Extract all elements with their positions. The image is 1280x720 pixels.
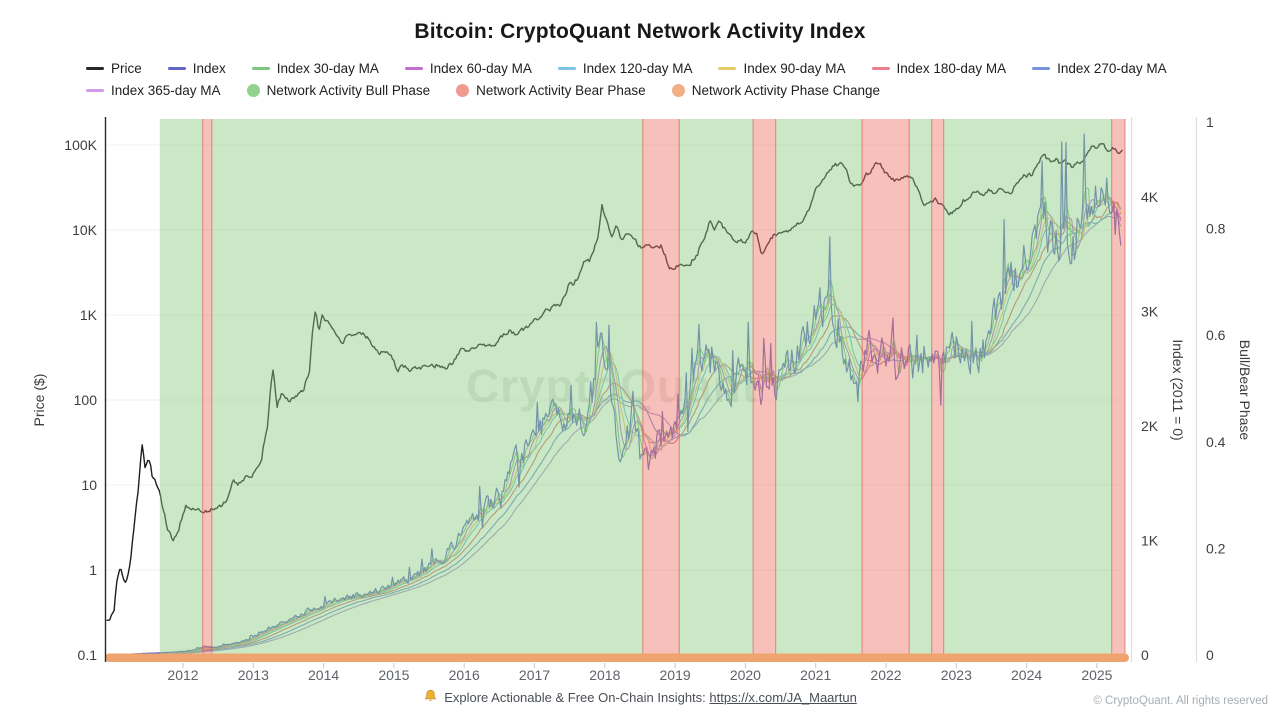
legend-line-swatch — [167, 67, 186, 70]
year-tick-label: 2016 — [449, 667, 480, 683]
index-tick-label: 4K — [1141, 189, 1159, 205]
legend-item-index-120-day-ma[interactable]: Index 120-day MA — [557, 61, 693, 76]
bull-phase-band — [679, 119, 754, 655]
price-tick-label: 10 — [81, 477, 97, 493]
price-tick-label: 100K — [64, 137, 97, 153]
bell-icon — [423, 689, 438, 707]
legend-line-swatch — [1032, 67, 1051, 70]
year-tick-label: 2021 — [800, 667, 831, 683]
legend-circle-swatch — [246, 84, 260, 97]
legend-label: Index 180-day MA — [896, 61, 1007, 76]
legend-item-index-60-day-ma[interactable]: Index 60-day MA — [404, 61, 532, 76]
index-tick-label: 0 — [1141, 647, 1149, 663]
price-tick-label: 1K — [80, 307, 98, 323]
phase-change-band — [105, 653, 1130, 662]
year-tick-label: 2015 — [378, 667, 409, 683]
year-tick-label: 2020 — [730, 667, 761, 683]
bull-phase-band — [775, 119, 863, 655]
year-tick-label: 2019 — [660, 667, 691, 683]
footer-banner: Explore Actionable & Free On-Chain Insig… — [0, 689, 1280, 707]
legend-line-swatch — [86, 67, 104, 70]
phase-bands — [159, 119, 1126, 655]
legend-label: Index 365-day MA — [111, 83, 221, 98]
bear-phase-band — [202, 119, 212, 655]
year-tick-label: 2017 — [519, 667, 550, 683]
legend-line-swatch — [718, 67, 737, 70]
bear-phase-band — [1111, 119, 1125, 655]
copyright-note: © CryptoQuant. All rights reserved — [1093, 695, 1268, 707]
price-tick-label: 10K — [72, 222, 98, 238]
legend-item-index-270-day-ma[interactable]: Index 270-day MA — [1032, 61, 1167, 76]
legend-label: Index — [192, 61, 226, 76]
price-axis-title: Price ($) — [31, 373, 47, 427]
year-tick-label: 2025 — [1081, 667, 1112, 683]
legend-label: Index 90-day MA — [743, 61, 846, 76]
legend-item-index-180-day-ma[interactable]: Index 180-day MA — [871, 61, 1007, 76]
year-tick-label: 2014 — [308, 667, 339, 683]
page-title: Bitcoin: CryptoQuant Network Activity In… — [414, 20, 866, 43]
bear-phase-band — [862, 119, 910, 655]
phase-tick-label: 0.8 — [1206, 221, 1226, 237]
price-tick-label: 100 — [74, 392, 98, 408]
bull-phase-band — [943, 119, 1112, 655]
legend-label: Price — [111, 61, 142, 76]
legend-line-swatch — [86, 89, 104, 92]
year-tick-label: 2022 — [870, 667, 901, 683]
index-tick-label: 3K — [1141, 304, 1159, 320]
bull-phase-band — [909, 119, 932, 655]
price-tick-label: 0.1 — [78, 647, 98, 663]
legend-label: Network Activity Phase Change — [691, 83, 881, 98]
legend-line-swatch — [557, 67, 576, 70]
legend-item-network-activity-bear-phase[interactable]: Network Activity Bear Phase — [456, 83, 646, 98]
index-tick-label: 2K — [1141, 418, 1159, 434]
year-tick-label: 2012 — [167, 667, 198, 683]
phase-tick-label: 0.6 — [1206, 327, 1226, 343]
price-tick-label: 1 — [89, 562, 97, 578]
legend-item-network-activity-phase-change[interactable]: Network Activity Phase Change — [671, 83, 881, 98]
footer-link[interactable]: https://x.com/JA_Maartun — [709, 690, 857, 705]
legend-item-index-30-day-ma[interactable]: Index 30-day MA — [251, 61, 379, 76]
legend-label: Index 30-day MA — [276, 61, 379, 76]
legend-row-1: Price Index Index 30-day MA Index 60-day MA… — [86, 61, 1216, 76]
year-tick-label: 2023 — [941, 667, 972, 683]
legend-item-price[interactable]: Price — [86, 61, 142, 76]
year-tick-label: 2024 — [1011, 667, 1042, 683]
bull-phase-band — [159, 119, 203, 655]
phase-tick-label: 0.2 — [1206, 540, 1226, 556]
phase-tick-label: 1 — [1206, 114, 1214, 130]
legend-item-index-365-day-ma[interactable]: Index 365-day MA — [86, 83, 221, 98]
phase-tick-label: 0.4 — [1206, 434, 1226, 450]
legend-line-swatch — [404, 67, 423, 70]
series-lines — [106, 133, 1123, 656]
legend-item-index[interactable]: Index — [167, 61, 226, 76]
bear-phase-band — [753, 119, 776, 655]
bear-phase-band — [931, 119, 944, 655]
legend-item-network-activity-bull-phase[interactable]: Network Activity Bull Phase — [246, 83, 431, 98]
bear-phase-band — [642, 119, 680, 655]
legend-item-index-90-day-ma[interactable]: Index 90-day MA — [718, 61, 846, 76]
legend-line-swatch — [251, 67, 270, 70]
phase-tick-label: 0 — [1206, 647, 1214, 663]
legend-row-2: Index 365-day MA Network Activity Bull Ph… — [86, 83, 1216, 98]
bull-phase-band — [211, 119, 643, 655]
legend-label: Network Activity Bull Phase — [266, 83, 431, 98]
phase-axis-title: Bull/Bear Phase — [1237, 339, 1253, 441]
legend-label: Index 270-day MA — [1057, 61, 1167, 76]
legend-label: Index 60-day MA — [429, 61, 532, 76]
index-tick-label: 1K — [1141, 533, 1159, 549]
year-tick-label: 2013 — [238, 667, 269, 683]
footer-text: Explore Actionable & Free On-Chain Insig… — [444, 690, 706, 705]
legend-circle-swatch — [671, 84, 685, 97]
legend-circle-swatch — [456, 84, 470, 97]
legend-label: Network Activity Bear Phase — [476, 83, 646, 98]
chart-legend: Price Index Index 30-day MA Index 60-day MA… — [86, 61, 1216, 98]
legend-label: Index 120-day MA — [582, 61, 693, 76]
year-tick-label: 2018 — [589, 667, 620, 683]
legend-line-swatch — [871, 67, 890, 70]
index-axis-title: Index (2011 = 0) — [1170, 339, 1186, 441]
